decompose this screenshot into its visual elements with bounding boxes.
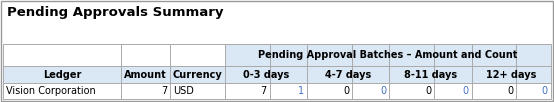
Text: Vision Corporation: Vision Corporation <box>6 86 96 96</box>
Text: Amount: Amount <box>124 69 167 79</box>
Text: 0: 0 <box>343 86 349 96</box>
Text: 0: 0 <box>507 86 514 96</box>
Bar <box>3 44 551 99</box>
Text: Pending Approval Batches – Amount and Count: Pending Approval Batches – Amount and Co… <box>258 50 517 60</box>
Text: 1: 1 <box>298 86 304 96</box>
Text: 0-3 days: 0-3 days <box>243 69 289 79</box>
Text: Currency: Currency <box>173 69 222 79</box>
Text: 0: 0 <box>380 86 386 96</box>
Text: 7: 7 <box>161 86 167 96</box>
Text: 7: 7 <box>260 86 267 96</box>
Text: Ledger: Ledger <box>43 69 81 79</box>
Text: Pending Approvals Summary: Pending Approvals Summary <box>7 6 223 19</box>
Text: 12+ days: 12+ days <box>486 69 536 79</box>
Text: 0: 0 <box>425 86 431 96</box>
Text: 0: 0 <box>542 86 548 96</box>
Text: 4-7 days: 4-7 days <box>325 69 371 79</box>
Bar <box>3 66 551 83</box>
Text: USD: USD <box>173 86 194 96</box>
Bar <box>225 44 551 66</box>
Text: 0: 0 <box>463 86 469 96</box>
Text: 8-11 days: 8-11 days <box>404 69 457 79</box>
